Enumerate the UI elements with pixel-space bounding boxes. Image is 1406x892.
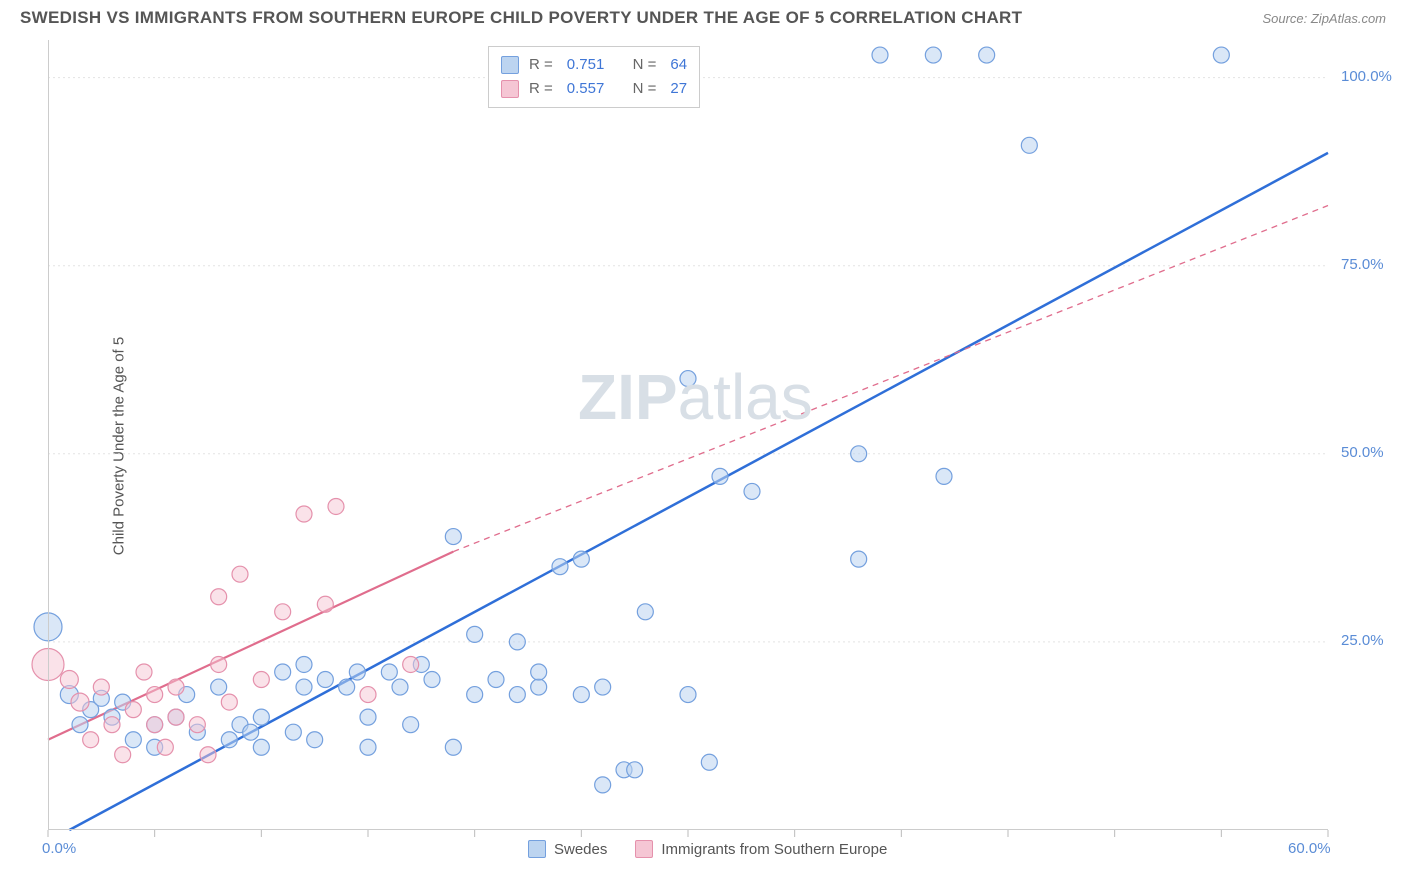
chart-title: SWEDISH VS IMMIGRANTS FROM SOUTHERN EURO…: [20, 8, 1022, 28]
n-value: 64: [670, 53, 687, 77]
plot-wrap: ZIPatlas R =0.751 N =64R =0.557 N =27 Sw…: [48, 40, 1328, 830]
r-value: 0.557: [567, 77, 605, 101]
legend-swatch: [501, 80, 519, 98]
series-legend: Swedes Immigrants from Southern Europe: [528, 840, 887, 858]
legend-item: Swedes: [528, 840, 607, 858]
n-label: N =: [633, 77, 657, 101]
legend-swatch: [501, 56, 519, 74]
plot-area: [48, 40, 1328, 830]
legend-label: Immigrants from Southern Europe: [661, 841, 887, 858]
r-label: R =: [529, 77, 553, 101]
legend-swatch: [528, 840, 546, 858]
x-tick-label: 0.0%: [42, 840, 76, 857]
r-label: R =: [529, 53, 553, 77]
stats-row: R = 0.751 N = 64: [501, 53, 687, 77]
legend-label: Swedes: [554, 841, 607, 858]
x-tick-label: 60.0%: [1288, 840, 1331, 857]
r-value: 0.751: [567, 53, 605, 77]
correlation-stats-box: R = 0.751 N = 64 R = 0.557 N = 27: [488, 46, 700, 108]
legend-swatch: [635, 840, 653, 858]
n-value: 27: [670, 77, 687, 101]
y-tick-label: 25.0%: [1341, 632, 1384, 649]
legend-item: Immigrants from Southern Europe: [635, 840, 887, 858]
stats-row: R = 0.557 N = 27: [501, 77, 687, 101]
y-tick-label: 50.0%: [1341, 444, 1384, 461]
source-label: Source: ZipAtlas.com: [1262, 11, 1386, 26]
n-label: N =: [633, 53, 657, 77]
y-tick-label: 75.0%: [1341, 256, 1384, 273]
y-tick-label: 100.0%: [1341, 68, 1392, 85]
